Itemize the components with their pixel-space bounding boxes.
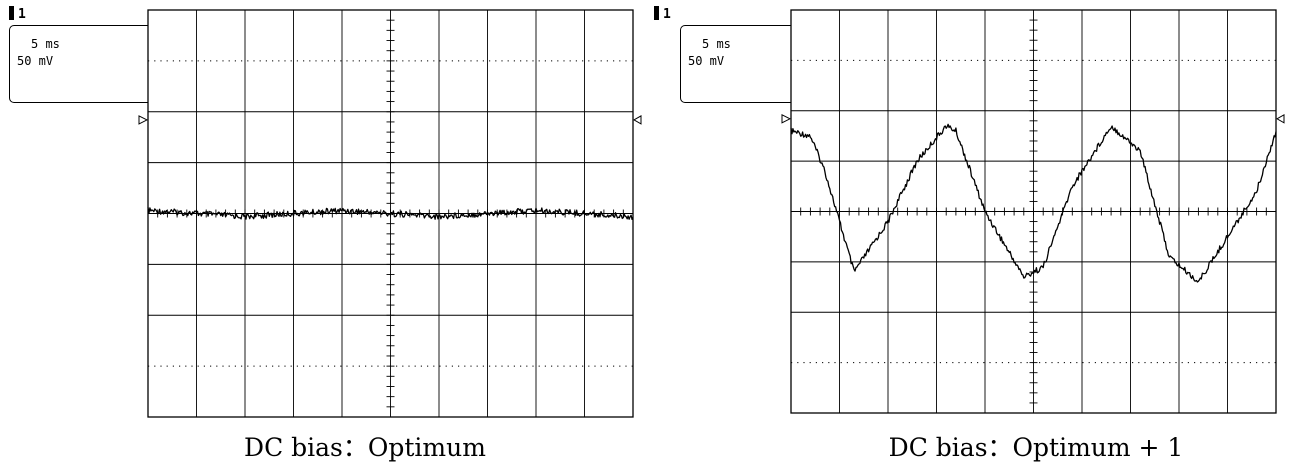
- ground-marker-left: [781, 114, 792, 124]
- channel-label: 1: [663, 7, 671, 22]
- ground-marker-left: [138, 115, 149, 125]
- signal-trace: [790, 123, 1277, 283]
- scope-settings-box: 5 ms 50 mV: [9, 25, 159, 103]
- voltage-division-label: 50 mV: [17, 54, 54, 68]
- channel-badge: [9, 6, 14, 20]
- oscilloscope-screen: 1: [654, 6, 1285, 414]
- oscilloscope-screen: 1: [9, 6, 642, 418]
- ground-marker-right: [632, 115, 642, 125]
- time-division-label: 5 ms: [31, 37, 60, 51]
- chart-caption: DC bias：Optimum + 1: [888, 433, 1184, 462]
- channel-label: 1: [18, 7, 26, 22]
- scope-panel-optimum-plus-1: 5 ms 50 mV 1 DC bias：Optimum + 1: [646, 0, 1292, 468]
- time-division-label: 5 ms: [702, 37, 731, 51]
- voltage-division-label: 50 mV: [688, 54, 725, 68]
- channel-badge: [654, 6, 659, 20]
- signal-trace: [147, 207, 634, 221]
- scope-panel-optimum: 5 ms 50 mV 1 DC bias：Optimum: [9, 6, 642, 462]
- ground-marker-right: [1275, 113, 1285, 124]
- chart-caption: DC bias：Optimum: [244, 433, 486, 462]
